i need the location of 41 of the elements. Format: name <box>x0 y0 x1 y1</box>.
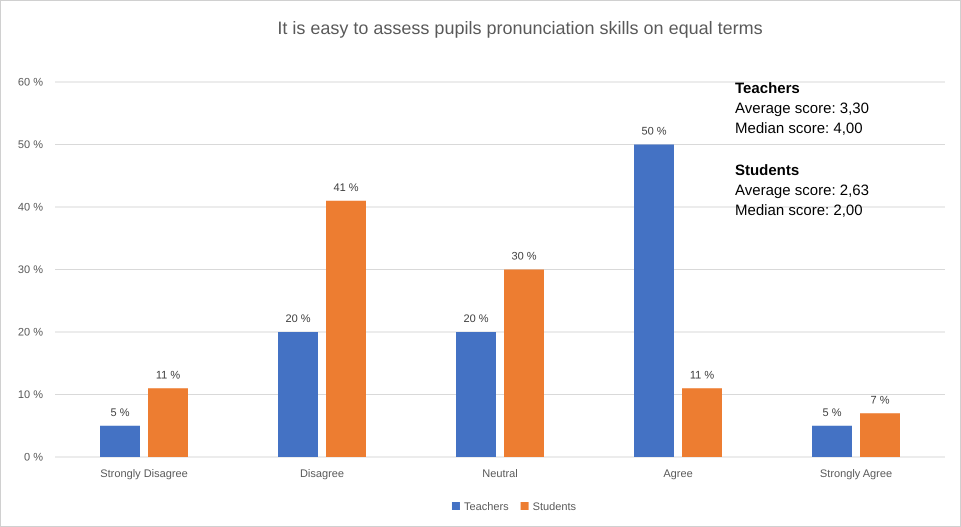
bar <box>682 388 722 457</box>
y-tick-label: 60 % <box>18 76 44 89</box>
data-label: 7 % <box>870 394 890 406</box>
data-label: 41 % <box>333 182 359 194</box>
bar <box>100 426 140 457</box>
bar <box>860 413 900 457</box>
x-tick-label: Disagree <box>300 468 344 480</box>
y-tick-label: 10 % <box>18 389 44 402</box>
x-tick-label: Strongly Agree <box>820 468 892 480</box>
annotation: Average score: 2,63 <box>735 182 869 199</box>
bar <box>634 144 674 457</box>
y-tick-label: 20 % <box>18 326 44 339</box>
annotation: Students <box>735 162 800 179</box>
chart-title: It is easy to assess pupils pronunciation skills on equal terms <box>277 18 763 38</box>
data-label: 50 % <box>641 126 667 138</box>
y-tick-label: 40 % <box>18 202 44 214</box>
y-tick-label: 0 % <box>24 452 44 464</box>
data-label: 20 % <box>463 313 489 325</box>
annotation: Average score: 3,30 <box>735 100 869 117</box>
data-label: 11 % <box>156 369 180 382</box>
x-tick-label: Strongly Disagree <box>100 468 188 480</box>
x-tick-label: Neutral <box>482 468 518 480</box>
data-label: 5 % <box>110 406 130 419</box>
data-label: 20 % <box>285 313 311 325</box>
bar <box>812 426 852 457</box>
x-tick-label: Agree <box>663 468 693 480</box>
bar <box>504 270 544 457</box>
bar <box>278 332 318 457</box>
annotation: Median score: 4,00 <box>735 120 863 137</box>
y-tick-label: 50 % <box>18 139 44 152</box>
annotation: Teachers <box>735 80 800 97</box>
data-label: 11 % <box>690 369 714 382</box>
data-label: 30 % <box>511 250 537 262</box>
legend-label: Teachers <box>464 501 510 513</box>
annotation: Median score: 2,00 <box>735 202 863 219</box>
data-label: 5 % <box>822 406 842 419</box>
bar <box>148 388 188 457</box>
bar <box>326 200 366 457</box>
bar <box>456 332 496 457</box>
legend-label: Students <box>532 501 577 513</box>
y-tick-label: 30 % <box>18 264 44 276</box>
